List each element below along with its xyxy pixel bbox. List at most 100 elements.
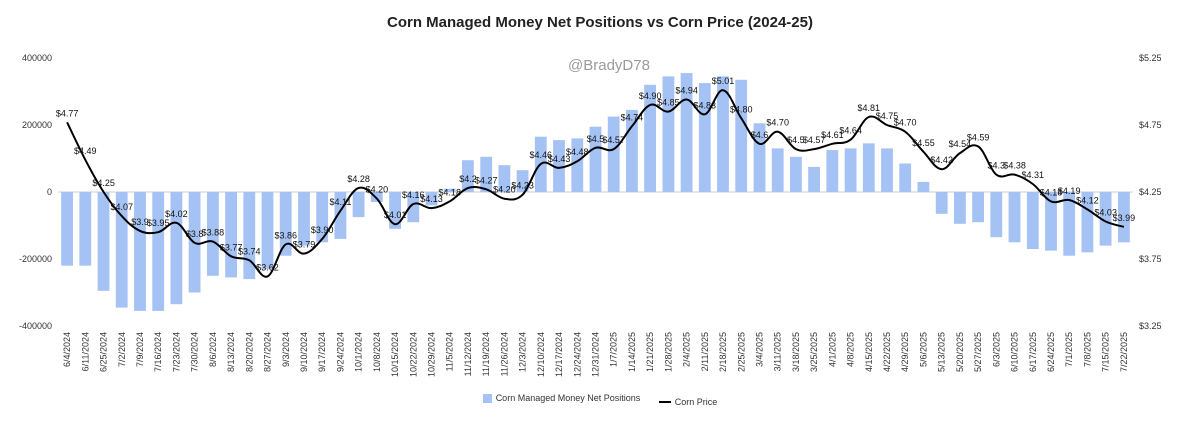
bar bbox=[97, 192, 110, 291]
bar bbox=[261, 192, 274, 269]
x-tick-label: 3/18/2025 bbox=[791, 332, 801, 372]
price-data-label: $4.18 bbox=[1040, 187, 1063, 197]
x-tick-label: 9/10/2024 bbox=[299, 332, 309, 372]
x-tick-label: 1/7/2025 bbox=[609, 332, 619, 367]
bar bbox=[607, 116, 620, 192]
price-data-label: $3.95 bbox=[147, 218, 170, 228]
y-right-tick-label: $3.75 bbox=[1139, 254, 1162, 264]
price-data-label: $4.23 bbox=[511, 181, 534, 191]
x-tick-label: 5/6/2025 bbox=[919, 332, 929, 367]
x-tick-label: 10/15/2024 bbox=[390, 332, 400, 377]
price-data-label: $3.77 bbox=[220, 242, 243, 252]
bar bbox=[935, 192, 948, 214]
price-data-label: $4.12 bbox=[1076, 195, 1099, 205]
x-tick-label: 7/8/2025 bbox=[1082, 332, 1092, 367]
bars-group bbox=[61, 73, 1130, 311]
x-tick-label: 11/12/2024 bbox=[463, 332, 473, 376]
bar bbox=[334, 192, 347, 239]
price-data-label: $3.88 bbox=[202, 228, 225, 238]
x-tick-label: 12/24/2024 bbox=[572, 332, 582, 377]
bar bbox=[917, 181, 930, 192]
legend-item-line: Corn Price bbox=[658, 396, 718, 407]
legend-line-label: Corn Price bbox=[674, 396, 718, 407]
price-data-label: $4.3 bbox=[988, 161, 1006, 171]
price-data-label: $4.90 bbox=[639, 91, 662, 101]
bar bbox=[844, 148, 857, 192]
price-data-label: $4.01 bbox=[384, 210, 407, 220]
y-right-tick-label: $5.25 bbox=[1139, 53, 1162, 63]
price-data-label: $4.28 bbox=[347, 174, 370, 184]
x-tick-label: 4/22/2025 bbox=[882, 332, 892, 372]
bar bbox=[443, 188, 456, 192]
x-tick-label: 4/29/2025 bbox=[900, 332, 910, 372]
price-data-label: $5.01 bbox=[712, 76, 735, 86]
bar bbox=[571, 138, 584, 192]
price-data-label: $4.57 bbox=[602, 135, 625, 145]
x-tick-label: 12/10/2024 bbox=[536, 332, 546, 377]
price-data-label: $4.61 bbox=[821, 130, 844, 140]
legend-item-bars: Corn Managed Money Net Positions bbox=[482, 393, 640, 403]
bar bbox=[170, 192, 183, 305]
x-tick-label: 2/4/2025 bbox=[682, 332, 692, 367]
x-tick-label: 11/26/2024 bbox=[499, 332, 509, 376]
price-data-label: $4.59 bbox=[967, 132, 990, 142]
line-group bbox=[66, 89, 1125, 278]
bar bbox=[553, 140, 565, 192]
price-data-label: $3.8 bbox=[186, 229, 204, 239]
y-left-tick-label: 200000 bbox=[22, 120, 52, 130]
y-right-tick-label: $3.25 bbox=[1139, 321, 1162, 331]
price-data-label: $4.5 bbox=[587, 134, 605, 144]
y-left-tick-label: 0 bbox=[47, 187, 52, 197]
price-data-label: $4.38 bbox=[1003, 161, 1026, 171]
price-data-label: $4.5 bbox=[787, 135, 805, 145]
price-data-label: $4.11 bbox=[329, 197, 351, 207]
x-tick-label: 2/18/2025 bbox=[718, 332, 728, 372]
x-tick-label: 7/16/2024 bbox=[153, 332, 163, 372]
price-data-label: $4.55 bbox=[912, 138, 935, 148]
price-data-label: $4.77 bbox=[56, 108, 79, 118]
x-tick-label: 7/1/2025 bbox=[1064, 332, 1074, 367]
x-tick-label: 3/4/2025 bbox=[755, 332, 765, 367]
bar bbox=[771, 148, 784, 192]
data-labels-group: $4.77$4.49$4.25$4.07$3.9$3.95$4.02$3.8$3… bbox=[56, 76, 1135, 272]
price-data-label: $4.94 bbox=[675, 86, 698, 96]
x-tick-label: 12/17/2024 bbox=[554, 332, 564, 377]
bar bbox=[279, 192, 292, 256]
x-tick-label: 6/10/2025 bbox=[1010, 332, 1020, 372]
price-data-label: $3.86 bbox=[275, 230, 298, 240]
legend-line-swatch bbox=[658, 400, 671, 403]
bar bbox=[79, 192, 92, 266]
x-tick-label: 6/24/2025 bbox=[1046, 332, 1056, 372]
x-tick-label: 9/24/2024 bbox=[335, 332, 345, 372]
bar bbox=[644, 84, 656, 192]
price-data-label: $4.20 bbox=[366, 185, 389, 195]
x-tick-label: 6/25/2024 bbox=[99, 332, 109, 372]
x-tick-label: 5/13/2025 bbox=[937, 332, 947, 372]
bar bbox=[225, 192, 237, 278]
bar bbox=[662, 76, 675, 192]
price-data-label: $4.6 bbox=[751, 130, 769, 140]
bar bbox=[881, 148, 893, 192]
bar bbox=[808, 166, 820, 192]
price-data-label: $3.99 bbox=[1113, 213, 1136, 223]
bar bbox=[407, 192, 420, 223]
bar bbox=[462, 160, 474, 192]
price-data-label: $4.83 bbox=[694, 100, 717, 110]
price-data-label: $4.48 bbox=[566, 147, 589, 157]
bar bbox=[790, 156, 802, 192]
price-data-label: $4.25 bbox=[92, 178, 115, 188]
price-data-label: $3.9 bbox=[131, 217, 149, 227]
x-tick-labels-group: 6/4/2024 6/11/2024 6/25/2024 7/2/2024 7/9/20… bbox=[62, 332, 1129, 377]
price-data-label: $4.18 bbox=[438, 187, 461, 197]
bar bbox=[134, 192, 146, 311]
price-data-label: $4.57 bbox=[803, 135, 826, 145]
price-data-label: $4.75 bbox=[876, 111, 899, 121]
x-tick-label: 2/25/2025 bbox=[736, 332, 746, 372]
x-tick-label: 3/25/2025 bbox=[809, 332, 819, 372]
price-data-label: $4.81 bbox=[858, 103, 881, 113]
x-tick-label: 9/3/2024 bbox=[281, 332, 291, 367]
price-data-label: $3.90 bbox=[311, 225, 334, 235]
bar bbox=[1026, 192, 1039, 249]
x-tick-label: 10/29/2024 bbox=[427, 332, 437, 377]
